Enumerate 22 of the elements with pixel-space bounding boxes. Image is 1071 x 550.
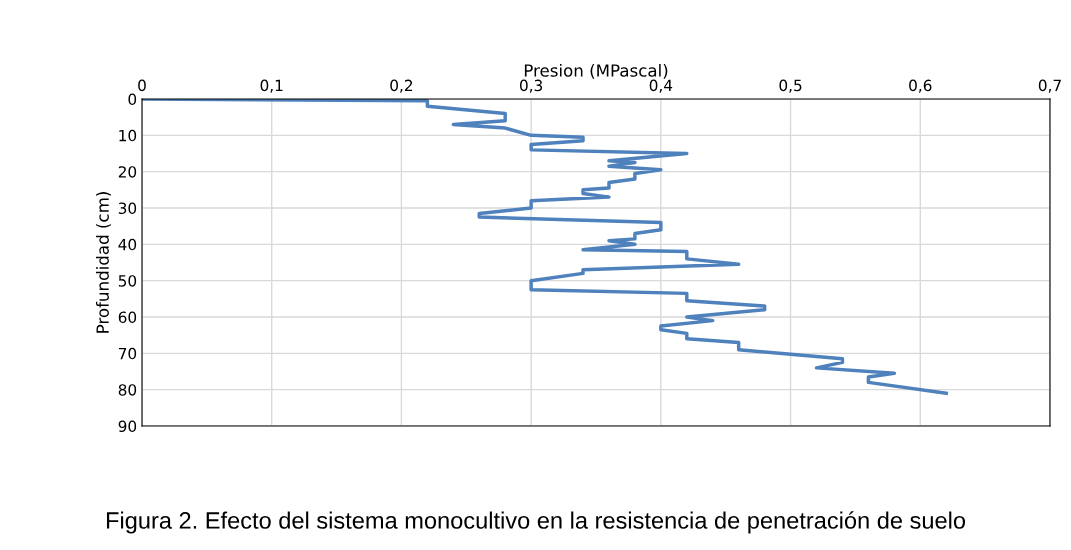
y-tick-label: 80 [118, 384, 137, 396]
y-tick-label: 10 [119, 129, 137, 142]
y-tick-label: 0 [128, 93, 137, 106]
x-tick-label: 0,1 [260, 79, 283, 93]
x-tick-label: 0,5 [779, 79, 802, 93]
x-tick-label: 0,3 [520, 79, 543, 93]
x-tick-label: 0,6 [909, 79, 932, 93]
y-tick-label: 50 [118, 275, 137, 287]
line-series [142, 99, 948, 396]
y-tick-label: 30 [118, 202, 137, 215]
x-axis-title: Presion (MPascal) [524, 63, 668, 79]
y-tick-label: 70 [118, 347, 137, 360]
x-tick-label: 0 [138, 79, 146, 92]
y-tick-label: 90 [118, 420, 137, 433]
x-tick-label: 0,2 [390, 79, 413, 93]
x-tick-label: 0,4 [649, 79, 673, 93]
y-axis-title: Profundidad (cm) [96, 192, 111, 333]
text: Figura 2. Efecto del sistema monocultivo en la resistencia de penetración de suelo [106, 511, 966, 534]
y-tick-label: 20 [118, 166, 137, 178]
y-tick-label: 40 [118, 238, 137, 251]
x-tick-label: 0,7 [1038, 79, 1061, 93]
y-tick-label: 60 [118, 311, 137, 324]
